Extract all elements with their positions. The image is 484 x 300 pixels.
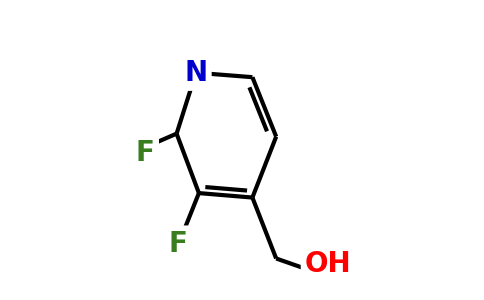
Text: OH: OH (305, 250, 351, 278)
Text: N: N (184, 59, 208, 87)
Text: F: F (168, 230, 187, 258)
Text: F: F (136, 139, 155, 167)
